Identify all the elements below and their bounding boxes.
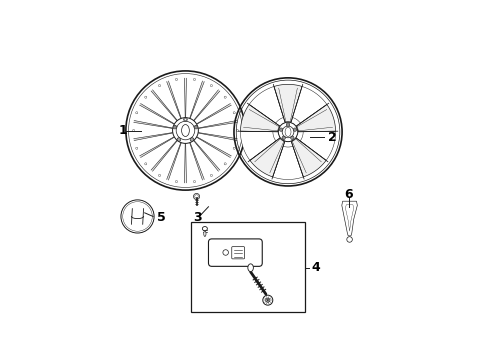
Ellipse shape: [210, 85, 212, 87]
Circle shape: [346, 237, 352, 242]
Ellipse shape: [233, 112, 235, 114]
Ellipse shape: [233, 147, 235, 149]
Ellipse shape: [181, 125, 189, 136]
Ellipse shape: [202, 226, 207, 231]
Ellipse shape: [132, 130, 134, 132]
Ellipse shape: [175, 180, 177, 183]
Ellipse shape: [173, 125, 176, 129]
Ellipse shape: [193, 193, 199, 199]
Text: 4: 4: [311, 261, 320, 274]
Ellipse shape: [158, 174, 160, 176]
Ellipse shape: [224, 163, 226, 165]
Bar: [191, 222, 304, 312]
Ellipse shape: [278, 122, 297, 141]
Text: 3: 3: [192, 211, 201, 224]
Ellipse shape: [183, 118, 187, 121]
Ellipse shape: [144, 96, 146, 98]
Ellipse shape: [262, 295, 272, 305]
Polygon shape: [240, 131, 275, 161]
Ellipse shape: [282, 136, 285, 139]
Polygon shape: [249, 86, 283, 123]
Ellipse shape: [144, 163, 146, 165]
Ellipse shape: [193, 180, 195, 183]
Polygon shape: [292, 86, 326, 123]
Ellipse shape: [210, 174, 212, 176]
Ellipse shape: [223, 250, 228, 255]
Ellipse shape: [236, 130, 238, 132]
Ellipse shape: [121, 200, 154, 233]
Text: 1: 1: [119, 124, 127, 137]
Ellipse shape: [203, 231, 205, 237]
Polygon shape: [296, 104, 335, 132]
Ellipse shape: [290, 136, 293, 139]
Ellipse shape: [193, 78, 195, 81]
Text: 2: 2: [327, 131, 336, 144]
Ellipse shape: [286, 123, 289, 126]
Ellipse shape: [175, 78, 177, 81]
Ellipse shape: [282, 126, 293, 138]
Text: 5: 5: [157, 211, 165, 224]
Polygon shape: [300, 131, 335, 161]
Polygon shape: [341, 201, 357, 236]
Ellipse shape: [279, 128, 282, 131]
Ellipse shape: [293, 128, 296, 131]
Polygon shape: [273, 84, 302, 122]
Ellipse shape: [190, 138, 193, 141]
FancyBboxPatch shape: [231, 247, 244, 259]
Ellipse shape: [177, 138, 181, 141]
Text: 6: 6: [344, 188, 353, 201]
Ellipse shape: [135, 147, 138, 149]
Ellipse shape: [247, 264, 253, 271]
Ellipse shape: [194, 125, 198, 129]
Ellipse shape: [158, 85, 160, 87]
Ellipse shape: [224, 96, 226, 98]
Ellipse shape: [135, 112, 138, 114]
Polygon shape: [291, 138, 325, 177]
Polygon shape: [272, 146, 303, 179]
Ellipse shape: [285, 127, 290, 136]
Polygon shape: [249, 138, 284, 177]
FancyBboxPatch shape: [208, 239, 262, 266]
Polygon shape: [240, 104, 279, 132]
